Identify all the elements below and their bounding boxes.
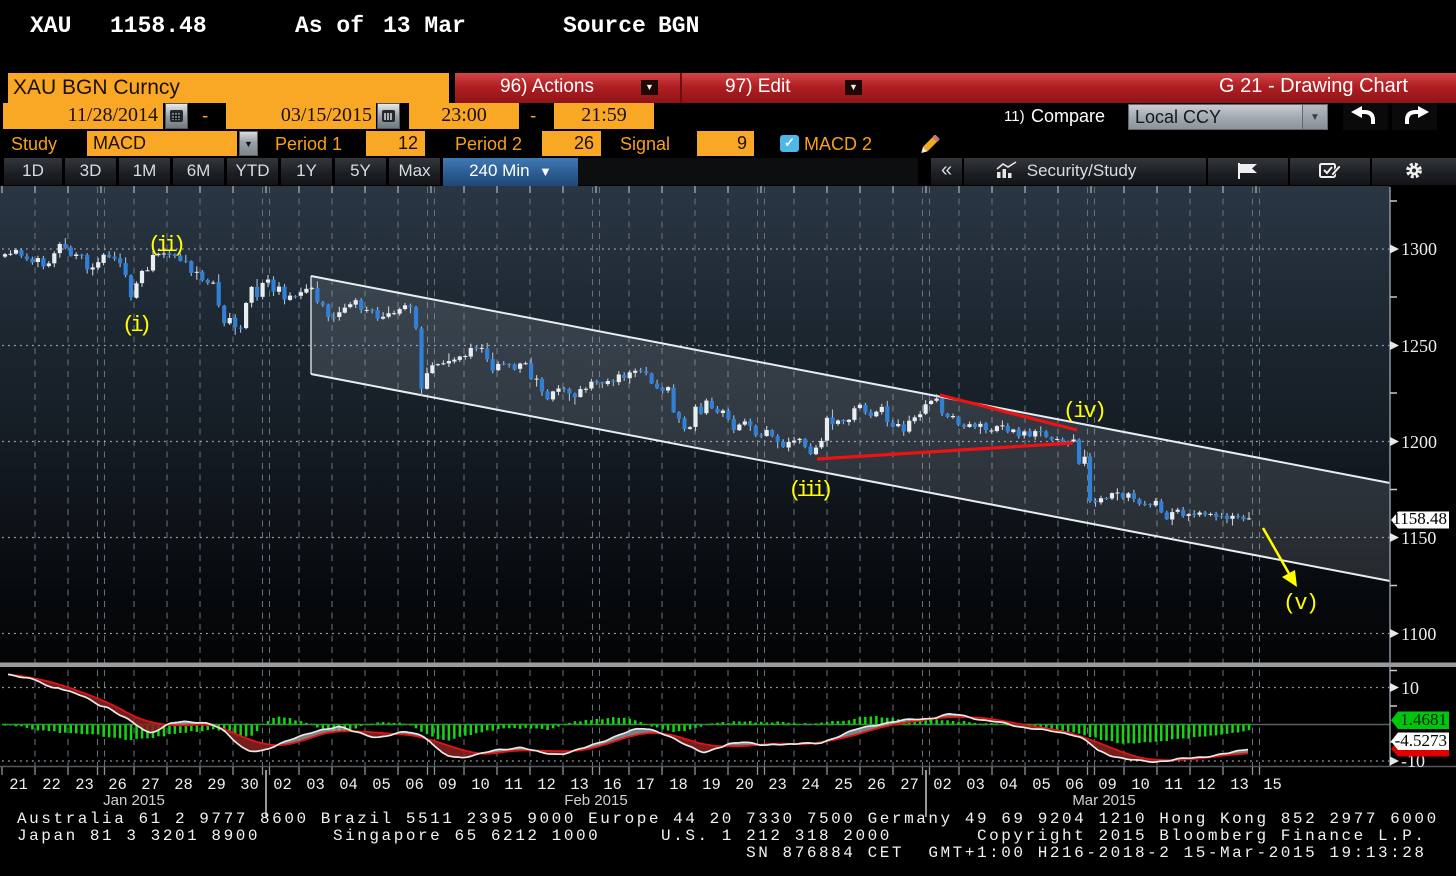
svg-text:05: 05	[1032, 776, 1051, 794]
svg-text:1158.48: 1158.48	[1392, 509, 1447, 528]
svg-text:10: 10	[471, 776, 490, 794]
svg-text:26: 26	[867, 776, 886, 794]
svg-text:15: 15	[1263, 776, 1282, 794]
svg-text:09: 09	[1098, 776, 1117, 794]
svg-text:20: 20	[735, 776, 754, 794]
svg-text:28: 28	[174, 776, 193, 794]
svg-text:29: 29	[207, 776, 226, 794]
svg-text:-4.5273: -4.5273	[1395, 731, 1447, 750]
svg-text:(iv): (iv)	[1063, 399, 1107, 424]
svg-text:10: 10	[1401, 678, 1419, 698]
svg-text:1200: 1200	[1401, 432, 1437, 452]
svg-text:Jan 2015: Jan 2015	[103, 792, 165, 809]
svg-text:04: 04	[339, 776, 358, 794]
svg-text:(i): (i)	[122, 313, 152, 338]
svg-text:11: 11	[1164, 776, 1183, 794]
svg-text:(ii): (ii)	[148, 233, 186, 258]
svg-text:Mar 2015: Mar 2015	[1072, 792, 1135, 809]
svg-text:1300: 1300	[1401, 239, 1437, 259]
svg-text:06: 06	[1065, 776, 1084, 794]
svg-text:03: 03	[966, 776, 985, 794]
svg-text:23: 23	[75, 776, 94, 794]
svg-text:13: 13	[570, 776, 589, 794]
svg-text:18: 18	[669, 776, 688, 794]
svg-text:09: 09	[438, 776, 457, 794]
svg-text:12: 12	[537, 776, 556, 794]
svg-text:05: 05	[372, 776, 391, 794]
svg-text:1150: 1150	[1401, 528, 1436, 548]
svg-text:02: 02	[273, 776, 292, 794]
svg-text:10: 10	[1131, 776, 1150, 794]
svg-text:1.4681: 1.4681	[1400, 710, 1447, 729]
svg-text:02: 02	[933, 776, 952, 794]
svg-text:16: 16	[603, 776, 622, 794]
svg-text:21: 21	[9, 776, 28, 794]
svg-text:30: 30	[240, 776, 259, 794]
svg-text:25: 25	[834, 776, 853, 794]
svg-text:23: 23	[768, 776, 787, 794]
svg-text:06: 06	[405, 776, 424, 794]
svg-text:22: 22	[42, 776, 61, 794]
svg-text:12: 12	[1197, 776, 1216, 794]
svg-text:04: 04	[999, 776, 1018, 794]
svg-text:1100: 1100	[1401, 624, 1436, 644]
svg-text:17: 17	[636, 776, 655, 794]
svg-text:11: 11	[504, 776, 523, 794]
svg-text:1250: 1250	[1401, 336, 1437, 356]
svg-text:27: 27	[141, 776, 160, 794]
svg-text:27: 27	[900, 776, 919, 794]
svg-text:(v): (v)	[1283, 591, 1319, 616]
svg-text:(iii): (iii)	[789, 478, 834, 503]
svg-text:03: 03	[306, 776, 325, 794]
svg-text:26: 26	[108, 776, 127, 794]
svg-text:19: 19	[702, 776, 721, 794]
svg-text:13: 13	[1230, 776, 1249, 794]
svg-text:Feb 2015: Feb 2015	[564, 792, 627, 809]
svg-text:24: 24	[801, 776, 820, 794]
